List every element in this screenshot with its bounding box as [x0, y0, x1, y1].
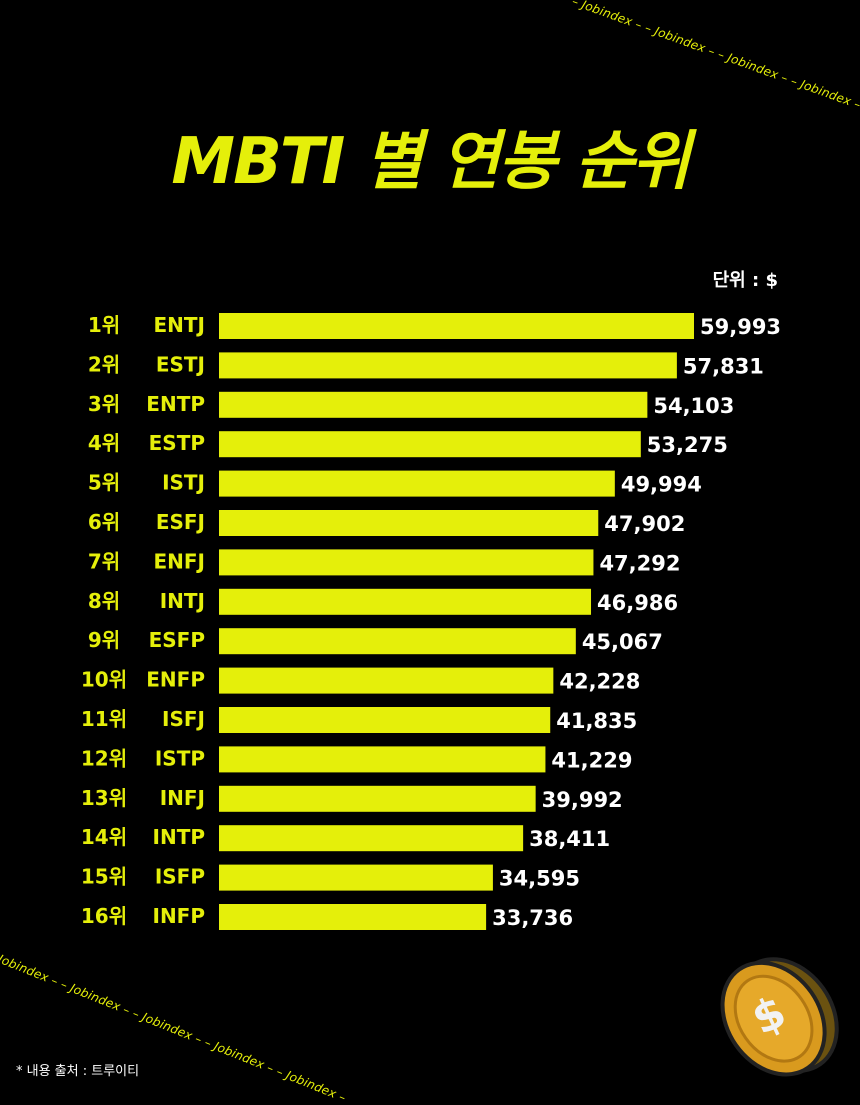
value-label: 39,992: [542, 788, 623, 812]
value-label: 45,067: [582, 630, 663, 654]
watermark-text: – Jobindex –: [274, 1064, 348, 1105]
watermark-text: – Jobindex –: [788, 73, 860, 112]
watermark-ribbon-bottom: – Jobindex – – Jobindex – – Jobindex – –…: [0, 948, 348, 1105]
bar: [219, 785, 536, 812]
value-label: 53,275: [647, 433, 728, 457]
bar: [219, 431, 641, 458]
rank-label: 12위: [81, 746, 127, 770]
bar: [219, 904, 487, 930]
value-label: 57,831: [683, 354, 764, 378]
rank-label: 13위: [81, 786, 127, 810]
category-label: INFP: [153, 904, 206, 928]
watermark-text: – Jobindex –: [202, 1035, 277, 1076]
category-label: ESFP: [149, 628, 205, 652]
value-label: 41,835: [556, 709, 637, 733]
salary-bar-chart: 1위 ENTJ 59,993 2위 ESTJ 57,831 3위 ENTP 54,103 4위 ES…: [81, 313, 781, 930]
value-label: 54,103: [653, 394, 734, 418]
bar: [219, 667, 554, 694]
rank-label: 2위: [88, 352, 120, 376]
rank-label: 3위: [88, 392, 120, 416]
rank-label: 15위: [81, 865, 127, 889]
bar: [219, 470, 615, 497]
watermark-text: – Jobindex –: [130, 1006, 205, 1047]
bar: [219, 549, 594, 576]
value-label: 59,993: [700, 315, 781, 339]
value-label: 49,994: [621, 473, 702, 497]
rank-label: 11위: [81, 707, 127, 731]
bar: [219, 825, 524, 852]
rank-label: 16위: [81, 904, 127, 928]
category-label: ISTJ: [162, 471, 205, 495]
value-label: 46,986: [597, 591, 678, 615]
bar: [219, 352, 677, 379]
category-label: ISFJ: [162, 707, 205, 731]
value-label: 38,411: [529, 827, 610, 851]
category-label: ENFJ: [153, 549, 205, 573]
category-label: ESFJ: [156, 510, 205, 534]
rank-label: 8위: [88, 589, 120, 613]
value-label: 47,292: [599, 551, 680, 575]
bar: [219, 510, 599, 536]
bar: [219, 746, 546, 773]
bar: [219, 313, 694, 339]
category-label: ENTJ: [154, 313, 205, 337]
rank-label: 1위: [88, 313, 120, 337]
rank-label: 5위: [88, 471, 120, 495]
value-label: 47,902: [604, 512, 685, 536]
watermark-text: – Jobindex –: [570, 0, 645, 33]
value-label: 41,229: [551, 748, 632, 772]
category-label: ISTP: [155, 746, 205, 770]
watermark-text: – Jobindex –: [716, 47, 790, 86]
category-label: ISFP: [155, 865, 205, 889]
rank-label: 10위: [81, 668, 127, 692]
bar: [219, 588, 592, 615]
category-label: INTP: [153, 825, 205, 849]
rank-label: 4위: [88, 431, 120, 455]
category-label: ESTJ: [156, 352, 205, 376]
rank-label: 14위: [81, 825, 127, 849]
category-label: ESTP: [149, 431, 205, 455]
category-label: ENFP: [146, 668, 205, 692]
value-label: 33,736: [492, 906, 573, 930]
bar: [219, 707, 551, 733]
source-footnote: * 내용 출처 : 트루이티: [16, 1064, 140, 1079]
dollar-coin-icon: $: [720, 957, 839, 1077]
category-label: INFJ: [160, 786, 205, 810]
rank-label: 9위: [88, 628, 120, 652]
watermark-text: – Jobindex –: [58, 977, 133, 1018]
rank-label: 7위: [88, 549, 120, 573]
bar: [219, 391, 648, 418]
rank-label: 6위: [88, 510, 120, 534]
bar: [219, 628, 576, 655]
bar: [219, 864, 493, 891]
watermark-text: – Jobindex –: [0, 948, 61, 989]
value-label: 42,228: [559, 670, 640, 694]
page-title: MBTI 별 연봉 순위: [171, 125, 690, 199]
value-label: 34,595: [499, 867, 580, 891]
watermark-ribbon-top: – Jobindex – – Jobindex – – Jobindex – –…: [570, 0, 860, 112]
unit-label: 단위 : $: [712, 270, 778, 291]
watermark-text: – Jobindex –: [643, 20, 718, 59]
category-label: INTJ: [160, 589, 205, 613]
category-label: ENTP: [146, 392, 205, 416]
